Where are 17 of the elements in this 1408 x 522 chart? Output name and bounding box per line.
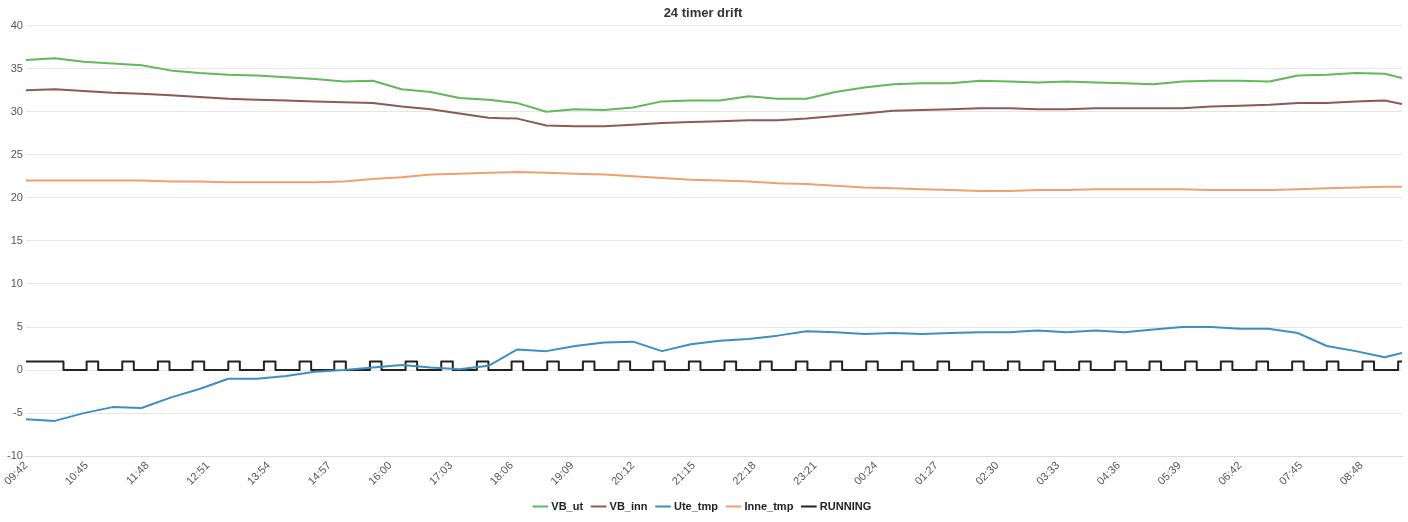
- y-tick-label: 20: [10, 190, 23, 203]
- y-tick-label: 40: [10, 18, 23, 31]
- y-tick-label: 0: [16, 363, 23, 376]
- legend-label: VB_inn: [609, 499, 648, 512]
- y-tick-label: 10: [10, 276, 23, 289]
- y-tick-label: 25: [10, 147, 23, 160]
- y-tick-label: 5: [16, 320, 23, 333]
- y-tick-label: 35: [10, 61, 23, 74]
- y-tick-label: -5: [13, 406, 23, 419]
- legend-label: Inne_tmp: [744, 499, 794, 512]
- legend-label: Ute_tmp: [673, 499, 719, 512]
- legend-label: VB_ut: [551, 499, 584, 512]
- y-tick-label: 15: [10, 233, 23, 246]
- y-tick-label: 30: [10, 104, 23, 117]
- legend-label: RUNNING: [819, 499, 872, 512]
- chart-title: 24 timer drift: [663, 5, 744, 21]
- y-tick-label: -10: [6, 449, 23, 462]
